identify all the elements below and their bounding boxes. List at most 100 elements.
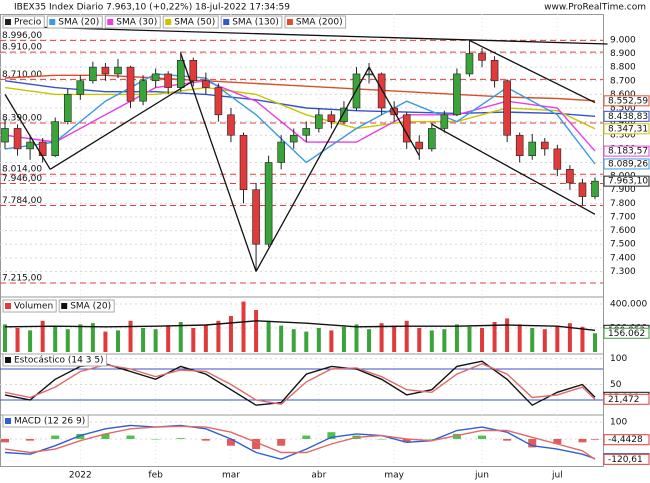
candle-body <box>89 66 97 82</box>
y-tick-label: 100 <box>610 354 627 364</box>
candle-body <box>428 128 436 150</box>
candle-body <box>377 73 386 109</box>
legend-swatch <box>5 19 11 25</box>
histogram-bar <box>327 432 336 439</box>
volume-bar <box>454 324 459 352</box>
legend-swatch <box>49 19 56 25</box>
volume-bar <box>354 324 359 352</box>
volume-bar <box>115 330 120 352</box>
volume-bar <box>329 330 334 352</box>
value-tag-label: -120,61 <box>608 455 643 465</box>
candle-body <box>63 94 72 122</box>
legend-swatch <box>5 303 11 309</box>
legend-box <box>104 15 161 29</box>
histogram-bar <box>591 438 599 440</box>
value-tag <box>603 327 650 339</box>
volume-bar <box>379 323 384 352</box>
volume-bar <box>404 320 409 352</box>
y-tick-label: 100 <box>610 418 627 428</box>
volume-bar <box>228 316 233 352</box>
trend-line <box>180 53 257 272</box>
histogram-bar <box>126 435 135 439</box>
legend-label: SMA (50) <box>174 18 215 28</box>
volume-bar <box>216 320 221 352</box>
volume-bar <box>567 323 572 352</box>
volume-bar <box>291 329 296 352</box>
y-tick-label: 9.000 <box>610 35 636 45</box>
y-tick-label: 7.600 <box>610 226 636 236</box>
volume-bar <box>78 324 83 352</box>
legend-swatch <box>223 19 230 25</box>
x-tick-label: abr <box>311 471 326 481</box>
volume-bar <box>166 325 171 352</box>
legend-label: SMA (20) <box>58 18 99 28</box>
volume-bar <box>203 324 208 352</box>
value-tag-label: 21,472 <box>608 395 640 405</box>
level-label: 8.710,00 <box>2 70 42 80</box>
value-tag-label: 8.347,31 <box>608 124 648 134</box>
trend-line <box>4 94 51 170</box>
x-tick-label: feb <box>148 471 163 481</box>
level-label: 8.014,00 <box>2 165 42 175</box>
candle-body <box>164 73 172 88</box>
x-tick-label: 2022 <box>69 471 92 481</box>
x-tick-label: may <box>384 471 404 481</box>
y-tick-label: 7.900 <box>610 185 636 195</box>
volume-bar <box>429 330 434 352</box>
candle-body <box>302 128 311 136</box>
value-tag <box>603 175 650 187</box>
volume-bar <box>530 328 535 352</box>
value-tag <box>603 158 650 170</box>
trend-line <box>469 39 596 104</box>
legend-label: SMA (200) <box>296 18 343 28</box>
histogram-bar <box>201 438 210 441</box>
legend-box <box>2 15 45 29</box>
legend-label: SMA (30) <box>116 18 157 28</box>
y-tick-label: 8.900 <box>610 49 636 59</box>
candle-body <box>327 114 336 122</box>
candle-body <box>490 60 499 82</box>
histogram-bar <box>26 438 35 441</box>
value-tag <box>603 95 650 107</box>
histogram-bar <box>377 438 386 440</box>
legend-box <box>58 299 115 313</box>
y-tick-label: 7.700 <box>610 212 636 222</box>
legend-box <box>2 299 57 313</box>
volume-bar <box>65 329 70 352</box>
candle-body <box>289 134 298 143</box>
value-tag-label: 8.552,59 <box>608 96 648 106</box>
value-tag <box>603 453 650 465</box>
histogram-bar <box>101 433 110 439</box>
volume-bar <box>28 330 33 352</box>
series-line <box>4 320 596 331</box>
histogram-bar <box>176 438 185 439</box>
volume-bar <box>555 325 560 352</box>
volume-bar <box>266 320 271 352</box>
volume-bar <box>542 329 547 352</box>
y-tick-label: 7.800 <box>610 199 636 209</box>
volume-bar <box>191 328 196 352</box>
legend-label: SMA (20) <box>70 302 111 312</box>
candle-body <box>76 80 85 95</box>
legend-box <box>2 353 108 367</box>
candle-body <box>239 134 248 191</box>
source: www.ProRealTime.com <box>544 3 646 13</box>
candle-body <box>465 53 474 75</box>
candle-body <box>151 73 160 82</box>
level-label: 7.784,00 <box>2 196 42 206</box>
legend-box <box>2 414 89 428</box>
y-tick-label: 7.300 <box>610 267 636 277</box>
volume-bar <box>517 324 522 352</box>
legend-label: Estocástico (14 3 5) <box>14 356 104 366</box>
trend-line <box>255 66 370 272</box>
candle-body <box>503 80 511 136</box>
candle-body <box>227 114 235 136</box>
volume-bar <box>505 318 510 352</box>
candle-body <box>176 60 185 88</box>
value-tag-label: 156.062 <box>608 329 645 339</box>
candle-body <box>365 73 373 76</box>
candle-body <box>591 180 599 197</box>
y-tick-label: 7.400 <box>610 253 636 263</box>
volume-bar <box>40 320 45 352</box>
